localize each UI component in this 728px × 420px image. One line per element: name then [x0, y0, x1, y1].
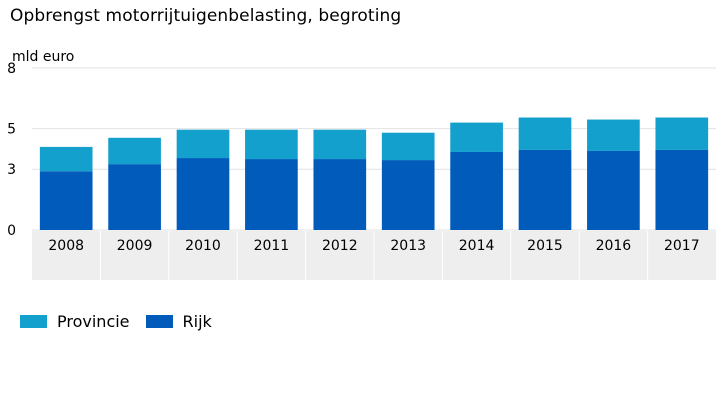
y-tick-label: 5: [7, 122, 16, 138]
x-tick-label: 2011: [254, 238, 290, 254]
bar-rijk-2008: [39, 171, 93, 230]
bar-rijk-2009: [108, 164, 161, 230]
bar-rijk-2012: [313, 159, 367, 230]
x-tick-label: 2016: [596, 238, 632, 254]
x-tick-label: 2010: [185, 238, 221, 254]
legend-item-rijk: Rijk: [145, 312, 212, 331]
bar-provincie-2009: [108, 137, 161, 165]
bar-provincie-2014: [450, 122, 503, 152]
legend-label-provincie: Provincie: [57, 312, 130, 331]
legend: Provincie Rijk: [20, 312, 228, 331]
bar-provincie-2012: [313, 129, 367, 160]
y-tick-label: 8: [7, 61, 16, 77]
bar-rijk-2017: [655, 149, 709, 230]
bar-provincie-2016: [587, 119, 640, 151]
legend-swatch-rijk: [145, 315, 173, 328]
x-tick-label: 2012: [322, 238, 358, 254]
y-tick-label: 0: [7, 223, 16, 239]
bar-provincie-2017: [655, 117, 709, 150]
legend-swatch-provincie: [20, 315, 47, 328]
bar-rijk-2011: [245, 159, 298, 230]
y-axis-unit-label: mld euro: [12, 49, 75, 65]
bar-rijk-2015: [518, 149, 572, 230]
x-tick-label: 2017: [664, 238, 700, 254]
x-tick-label: 2013: [390, 238, 426, 254]
y-tick-label: 3: [7, 162, 16, 178]
legend-item-provincie: Provincie: [20, 312, 130, 331]
bar-provincie-2015: [518, 117, 572, 150]
x-tick-label: 2009: [117, 238, 153, 254]
stacked-bar-chart: 0 3 5 8 2008 2009 2010 2011 2012 2013 2014 2015 2016…: [7, 61, 716, 280]
bar-provincie-2013: [381, 132, 435, 161]
x-tick-label: 2015: [527, 238, 563, 254]
bar-provincie-2008: [39, 146, 93, 172]
bar-rijk-2016: [587, 150, 640, 230]
chart-title: Opbrengst motorrijtuigenbelasting, begro…: [10, 6, 402, 26]
bar-rijk-2013: [381, 160, 435, 230]
bar-provincie-2010: [176, 129, 230, 159]
x-tick-label: 2014: [459, 238, 495, 254]
bar-rijk-2010: [176, 158, 230, 230]
legend-label-rijk: Rijk: [182, 312, 212, 331]
x-tick-label: 2008: [48, 238, 84, 254]
bar-provincie-2011: [245, 129, 298, 160]
bar-rijk-2014: [450, 151, 503, 230]
